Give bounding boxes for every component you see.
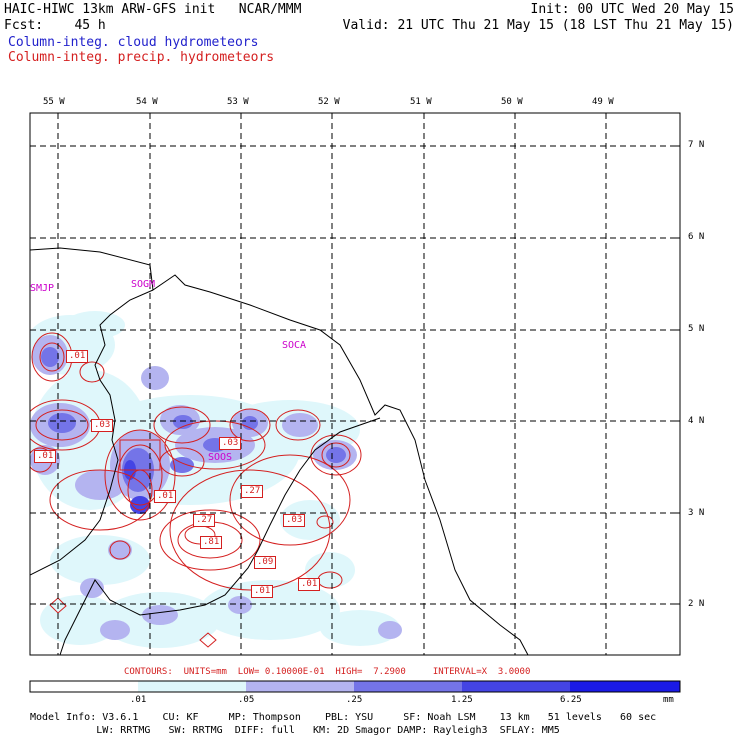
- colorbar-label: 1.25: [451, 695, 473, 705]
- lat-lon-grid: [30, 113, 680, 655]
- station-label: SOGM: [131, 279, 156, 290]
- lon-label: 55 W: [43, 97, 65, 107]
- colorbar-label: .25: [346, 695, 363, 705]
- title-line: HAIC-HIWC 13km ARW-GFS init NCAR/MMM: [4, 2, 302, 17]
- lat-label: 2 N: [688, 599, 705, 609]
- colorbar-segment: [570, 681, 680, 692]
- valid-time: Valid: 21 UTC Thu 21 May 15 (18 LST Thu …: [342, 18, 734, 33]
- lon-label: 51 W: [410, 97, 432, 107]
- contour-label: .01: [298, 578, 321, 591]
- station-label: SMJP: [30, 283, 55, 294]
- contours-info: CONTOURS: UNITS=mm LOW= 0.10000E-01 HIGH…: [124, 667, 531, 677]
- colorbar-segment: [462, 681, 570, 692]
- station-label: SOCA: [282, 340, 307, 351]
- lat-label: 5 N: [688, 324, 705, 334]
- init-time: Init: 00 UTC Wed 20 May 15: [530, 2, 735, 17]
- colorbar: [29, 680, 681, 693]
- contour-label: .01: [154, 490, 177, 503]
- lat-label: 6 N: [688, 232, 705, 242]
- coastline: [30, 247, 529, 655]
- colorbar-segment: [246, 681, 354, 692]
- lon-label: 52 W: [318, 97, 340, 107]
- colorbar-label: .05: [238, 695, 255, 705]
- colorbar-label: 6.25: [560, 695, 582, 705]
- frame-ticks: [57, 113, 680, 605]
- colorbar-segment: [138, 681, 246, 692]
- contour-label: .01: [34, 450, 57, 463]
- station-label: SOOS: [208, 452, 233, 463]
- contour-label: .03: [91, 419, 114, 432]
- colorbar-segment: [354, 681, 462, 692]
- lon-label: 53 W: [227, 97, 249, 107]
- model-info-line2: LW: RRTMG SW: RRTMG DIFF: full KM: 2D Sm…: [30, 725, 560, 736]
- plot-frame: [29, 112, 681, 656]
- colorbar-units: mm: [663, 695, 674, 705]
- colorbar-segment: [30, 681, 138, 692]
- contour-label: .81: [200, 536, 223, 549]
- contour-label: .09: [254, 556, 277, 569]
- lat-label: 3 N: [688, 508, 705, 518]
- contour-label: .03: [219, 437, 242, 450]
- legend-cloud: Column-integ. cloud hydrometeors: [8, 35, 259, 50]
- forecast-hour: Fcst: 45 h: [4, 18, 106, 33]
- legend-precip: Column-integ. precip. hydrometeors: [8, 50, 275, 65]
- lon-label: 54 W: [136, 97, 158, 107]
- contour-label: .27: [193, 514, 216, 527]
- precip-contours: [30, 332, 362, 648]
- lon-label: 49 W: [592, 97, 614, 107]
- contour-label: .01: [66, 350, 89, 363]
- contour-label: .27: [241, 485, 264, 498]
- lat-label: 7 N: [688, 140, 705, 150]
- contour-label: .01: [251, 585, 274, 598]
- colorbar-label: .01: [130, 695, 147, 705]
- lat-label: 4 N: [688, 416, 705, 426]
- contour-label: .03: [283, 514, 306, 527]
- model-info-line1: Model Info: V3.6.1 CU: KF MP: Thompson P…: [30, 712, 657, 723]
- lon-label: 50 W: [501, 97, 523, 107]
